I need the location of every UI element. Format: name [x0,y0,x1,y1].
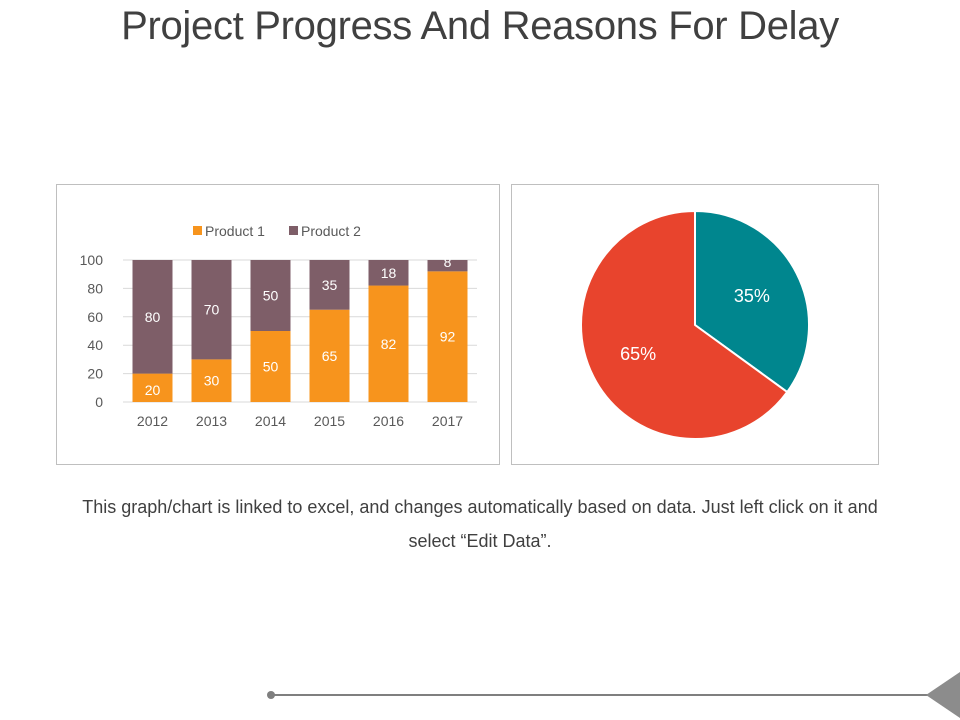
chart-caption: This graph/chart is linked to excel, and… [82,497,878,551]
bar-data-label: 30 [204,373,220,389]
bar-data-label: 20 [145,382,161,398]
legend-swatch-product1 [193,226,202,235]
bar-data-label: 82 [381,336,397,352]
y-tick-label: 0 [95,394,103,410]
footer-arrow-icon [926,672,960,718]
bar-segment-product1 [250,331,291,402]
bar-data-label: 35 [322,277,338,293]
stacked-bar-chart-panel[interactable]: 0 20 40 60 80 100 20 80 2012 30 70 2013 50 50 2014 65 35… [56,184,500,465]
bar-data-label: 65 [322,348,338,364]
bar-segment-product1 [309,309,350,402]
bar-data-label: 50 [263,359,279,375]
y-tick-label: 20 [87,366,103,382]
bar-segment-product1 [191,359,232,402]
pie-slice [694,210,810,394]
bar-segment-product2 [427,260,468,272]
y-tick-label: 100 [80,252,104,268]
x-tick-label: 2017 [432,413,463,429]
legend-label: Product 1 [205,223,265,239]
pie-chart-panel[interactable]: 35% 65% [511,184,879,465]
y-tick-label: 80 [87,280,103,296]
bar-data-label: 50 [263,288,279,304]
x-tick-label: 2014 [255,413,286,429]
bar-segment-product2 [132,260,173,374]
bar-data-label: 92 [440,329,456,345]
footer-divider-line [271,694,951,696]
bar-data-label: 70 [204,302,220,318]
x-tick-label: 2015 [314,413,345,429]
x-tick-label: 2013 [196,413,227,429]
bar-data-label: 8 [444,254,452,270]
bar-data-label: 80 [145,309,161,325]
bar-segment-product1 [368,285,409,402]
slide-title: Project Progress And Reasons For Delay [121,4,839,48]
legend-swatch-product2 [289,226,298,235]
bar-data-label: 18 [381,265,397,281]
pie-slice [580,210,789,440]
x-tick-label: 2012 [137,413,168,429]
legend-label: Product 2 [301,223,361,239]
stacked-bar-chart: 0 20 40 60 80 100 20 80 2012 30 70 2013 50 50 2014 65 35… [80,223,477,429]
pie-data-label: 35% [734,286,770,306]
y-tick-label: 40 [87,337,103,353]
bar-segment-product2 [250,260,291,331]
bar-segment-product1 [427,271,468,402]
pie-chart: 35% 65% [580,210,810,440]
bar-segment-product1 [132,373,173,402]
x-tick-label: 2016 [373,413,404,429]
bar-segment-product2 [368,260,409,286]
pie-data-label: 65% [620,344,656,364]
y-tick-label: 60 [87,309,103,325]
bar-segment-product2 [191,260,232,360]
footer-dot [267,691,275,699]
bar-segment-product2 [309,260,350,310]
